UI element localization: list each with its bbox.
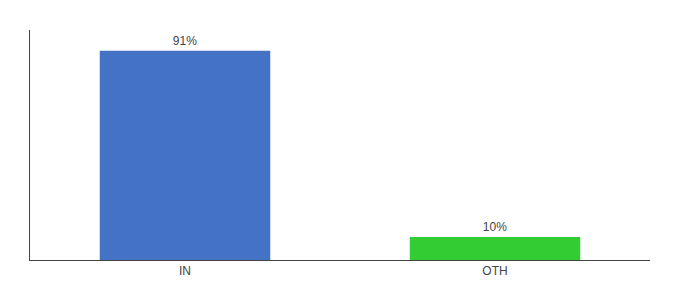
svg-text:10%: 10% [483,220,507,234]
svg-text:OTH: OTH [482,264,507,278]
svg-text:IN: IN [179,264,191,278]
svg-text:91%: 91% [173,34,197,48]
